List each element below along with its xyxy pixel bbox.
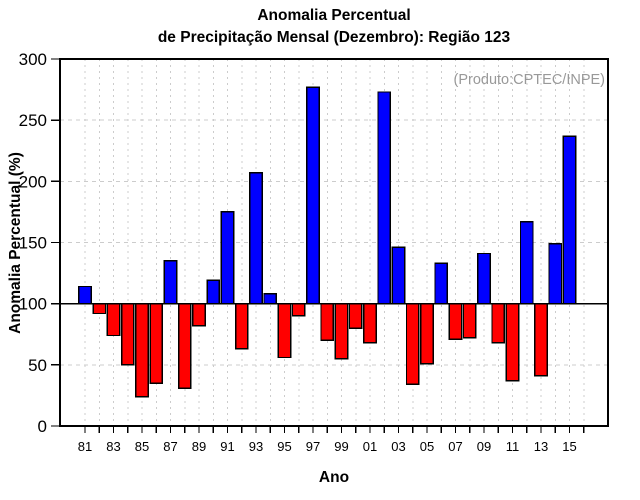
bar-83 bbox=[106, 302, 121, 337]
chart-title-line1: Anomalia Percentual bbox=[257, 7, 411, 24]
y-tick-label: 150 bbox=[19, 234, 47, 253]
bar-07 bbox=[448, 302, 463, 340]
bar-99 bbox=[334, 302, 349, 360]
chart-title-line2: de Precipitação Mensal (Dezembro): Regiã… bbox=[157, 29, 511, 46]
bar-95 bbox=[277, 302, 292, 359]
y-axis-title: Anomalia Percentual (%) bbox=[7, 152, 24, 334]
bar-84 bbox=[120, 302, 135, 366]
x-tick-label: 89 bbox=[192, 439, 206, 454]
y-tick-label: 200 bbox=[19, 172, 47, 191]
bar-04 bbox=[405, 302, 420, 386]
x-tick-label: 09 bbox=[477, 439, 491, 454]
bar-81 bbox=[78, 285, 92, 305]
bar-00 bbox=[348, 302, 363, 329]
bar-91 bbox=[220, 211, 235, 305]
bar-02 bbox=[377, 91, 392, 305]
y-tick-label: 250 bbox=[19, 111, 47, 130]
y-tick-label: 50 bbox=[28, 356, 47, 375]
bar-05 bbox=[420, 302, 434, 365]
bar-88 bbox=[177, 302, 192, 389]
x-tick-label: 87 bbox=[163, 439, 177, 454]
bar-97 bbox=[306, 86, 320, 305]
x-tick-label: 01 bbox=[363, 439, 377, 454]
bar-11 bbox=[505, 302, 520, 382]
bar-86 bbox=[149, 302, 164, 384]
bar-13 bbox=[534, 302, 548, 377]
x-tick-label: 85 bbox=[135, 439, 149, 454]
plot-frame bbox=[59, 58, 609, 427]
chart-title: Anomalia Percentual de Precipitação Mens… bbox=[34, 5, 634, 49]
bar-03 bbox=[391, 246, 406, 305]
bar-09 bbox=[477, 252, 491, 305]
x-tick-label: 81 bbox=[78, 439, 92, 454]
bar-89 bbox=[192, 302, 206, 327]
bar-15 bbox=[562, 135, 577, 305]
x-tick-label: 07 bbox=[448, 439, 462, 454]
bar-10 bbox=[491, 302, 506, 344]
y-tick-label: 300 bbox=[19, 50, 47, 69]
bar-96 bbox=[291, 302, 306, 317]
x-tick-label: 13 bbox=[534, 439, 548, 454]
y-tick-label: 0 bbox=[38, 417, 47, 436]
x-tick-label: 05 bbox=[420, 439, 434, 454]
bar-87 bbox=[163, 260, 178, 305]
bar-82 bbox=[92, 302, 107, 315]
bar-08 bbox=[462, 302, 477, 339]
x-tick-label: 03 bbox=[391, 439, 405, 454]
bar-14 bbox=[548, 243, 563, 305]
x-tick-label: 15 bbox=[562, 439, 576, 454]
bar-93 bbox=[249, 172, 263, 305]
x-axis-title: Ano bbox=[318, 469, 350, 486]
x-tick-label: 91 bbox=[220, 439, 234, 454]
x-tick-label: 93 bbox=[249, 439, 263, 454]
bar-94 bbox=[263, 293, 278, 305]
bar-90 bbox=[206, 279, 221, 305]
bar-92 bbox=[234, 302, 249, 350]
bar-98 bbox=[320, 302, 335, 342]
x-tick-label: 97 bbox=[306, 439, 320, 454]
x-tick-label: 11 bbox=[506, 439, 520, 454]
bar-12 bbox=[519, 220, 534, 305]
x-tick-label: 83 bbox=[106, 439, 120, 454]
bar-85 bbox=[135, 302, 149, 398]
bar-01 bbox=[363, 302, 377, 344]
bar-06 bbox=[434, 262, 449, 305]
x-tick-label: 99 bbox=[334, 439, 348, 454]
x-tick-label: 95 bbox=[277, 439, 291, 454]
y-tick-label: 100 bbox=[19, 295, 47, 314]
product-annotation: (Produto:CPTEC/INPE) bbox=[453, 72, 606, 88]
